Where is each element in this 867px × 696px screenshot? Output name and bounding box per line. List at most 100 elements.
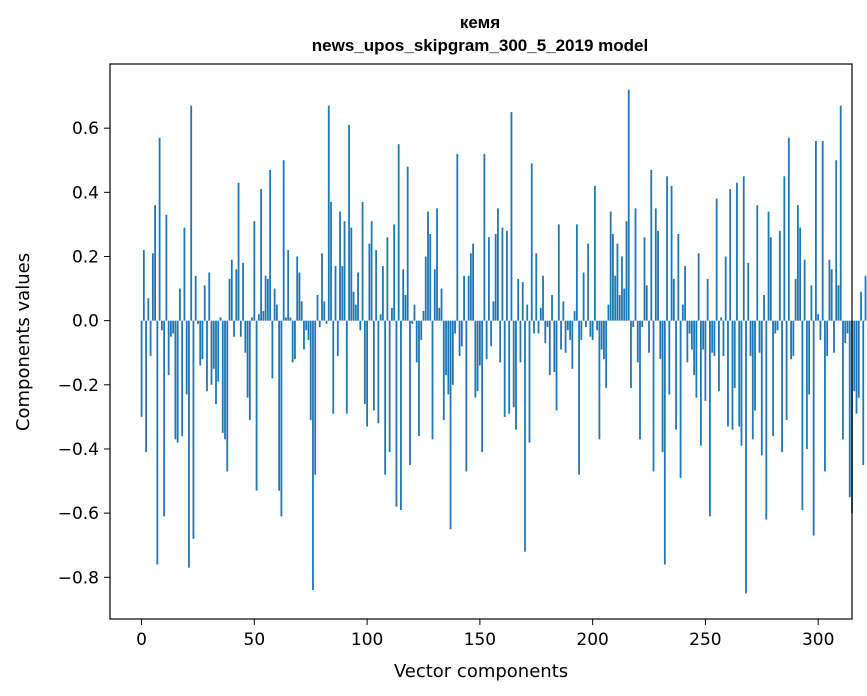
- bar: [749, 320, 752, 356]
- bar: [206, 320, 208, 392]
- bar: [142, 250, 145, 321]
- bar: [244, 320, 247, 353]
- x-axis-ticks: 0 50 100 150 200 250 300: [136, 619, 834, 650]
- bar: [492, 301, 495, 321]
- bar: [487, 237, 490, 321]
- bar: [431, 320, 434, 440]
- bar: [641, 320, 644, 328]
- bar: [463, 275, 465, 321]
- bar: [551, 294, 553, 321]
- bar: [368, 243, 371, 321]
- bar: [783, 176, 786, 321]
- bar: [627, 89, 630, 321]
- x-tick-label: 200: [576, 630, 608, 650]
- bar: [363, 320, 366, 405]
- bar: [379, 314, 382, 321]
- bar: [400, 320, 402, 510]
- bar: [418, 320, 420, 437]
- y-axis-ticks: −0.8 −0.6 −0.4 −0.2 0.0 0.2 0.4 0.6: [58, 119, 110, 588]
- bar: [670, 185, 673, 321]
- bar: [833, 320, 835, 353]
- bar: [485, 320, 488, 360]
- bar: [404, 294, 407, 321]
- bar: [266, 278, 269, 321]
- bar: [409, 320, 411, 466]
- bar: [285, 317, 287, 321]
- bar: [436, 208, 438, 321]
- bar: [711, 320, 714, 353]
- bar: [158, 137, 161, 321]
- bar: [688, 320, 691, 334]
- bar: [490, 320, 493, 347]
- bar: [724, 256, 727, 321]
- bar: [395, 320, 398, 507]
- bar: [237, 182, 240, 321]
- bar: [787, 137, 790, 321]
- bar: [853, 320, 856, 392]
- chart-subtitle: news_upos_skipgram_300_5_2019 model: [312, 36, 648, 55]
- bar: [519, 320, 522, 363]
- bar: [140, 320, 143, 417]
- bar: [147, 298, 150, 321]
- bar: [359, 320, 362, 331]
- bar: [194, 275, 197, 321]
- bar: [740, 320, 743, 446]
- bar: [742, 176, 745, 321]
- bar: [438, 307, 441, 321]
- bar: [199, 320, 202, 366]
- bar: [172, 320, 175, 334]
- bar: [210, 320, 213, 385]
- bar: [341, 266, 344, 321]
- bar: [478, 320, 481, 366]
- bar: [575, 224, 578, 321]
- bar: [582, 272, 585, 321]
- y-tick-label: 0.2: [72, 247, 99, 267]
- bar: [528, 320, 531, 443]
- bar: [357, 272, 359, 321]
- bar: [794, 278, 797, 321]
- bar: [828, 259, 831, 321]
- bar: [756, 205, 759, 321]
- bar: [657, 230, 659, 321]
- bar: [763, 294, 765, 321]
- bar: [668, 320, 671, 395]
- bar: [729, 189, 732, 321]
- bar: [526, 304, 529, 321]
- bar: [413, 304, 416, 321]
- bar: [537, 320, 540, 334]
- bar: [188, 320, 190, 568]
- bar: [524, 320, 526, 552]
- bar: [769, 237, 772, 321]
- bar: [842, 320, 844, 440]
- bar: [273, 288, 276, 321]
- bar: [709, 320, 711, 517]
- bar: [372, 320, 375, 411]
- bar: [612, 234, 614, 321]
- bar: [384, 320, 387, 475]
- bar: [422, 311, 425, 321]
- bar: [539, 307, 542, 321]
- bar: [440, 288, 443, 321]
- bar: [848, 320, 851, 498]
- bar: [681, 304, 684, 321]
- bar: [533, 320, 535, 334]
- bar: [242, 262, 244, 321]
- bar: [224, 320, 226, 440]
- bar: [156, 320, 159, 565]
- bar: [352, 291, 355, 321]
- bar: [165, 214, 168, 321]
- bar: [393, 224, 396, 321]
- bar: [548, 320, 551, 376]
- bar: [661, 320, 664, 453]
- bar: [314, 320, 317, 475]
- bar: [706, 278, 709, 321]
- bar: [857, 320, 860, 398]
- bar: [663, 320, 666, 565]
- bar: [476, 320, 479, 392]
- bar: [406, 166, 409, 321]
- bar: [460, 320, 463, 347]
- bar: [402, 269, 405, 321]
- bar: [591, 320, 594, 340]
- bar: [321, 253, 323, 321]
- bar: [603, 320, 605, 360]
